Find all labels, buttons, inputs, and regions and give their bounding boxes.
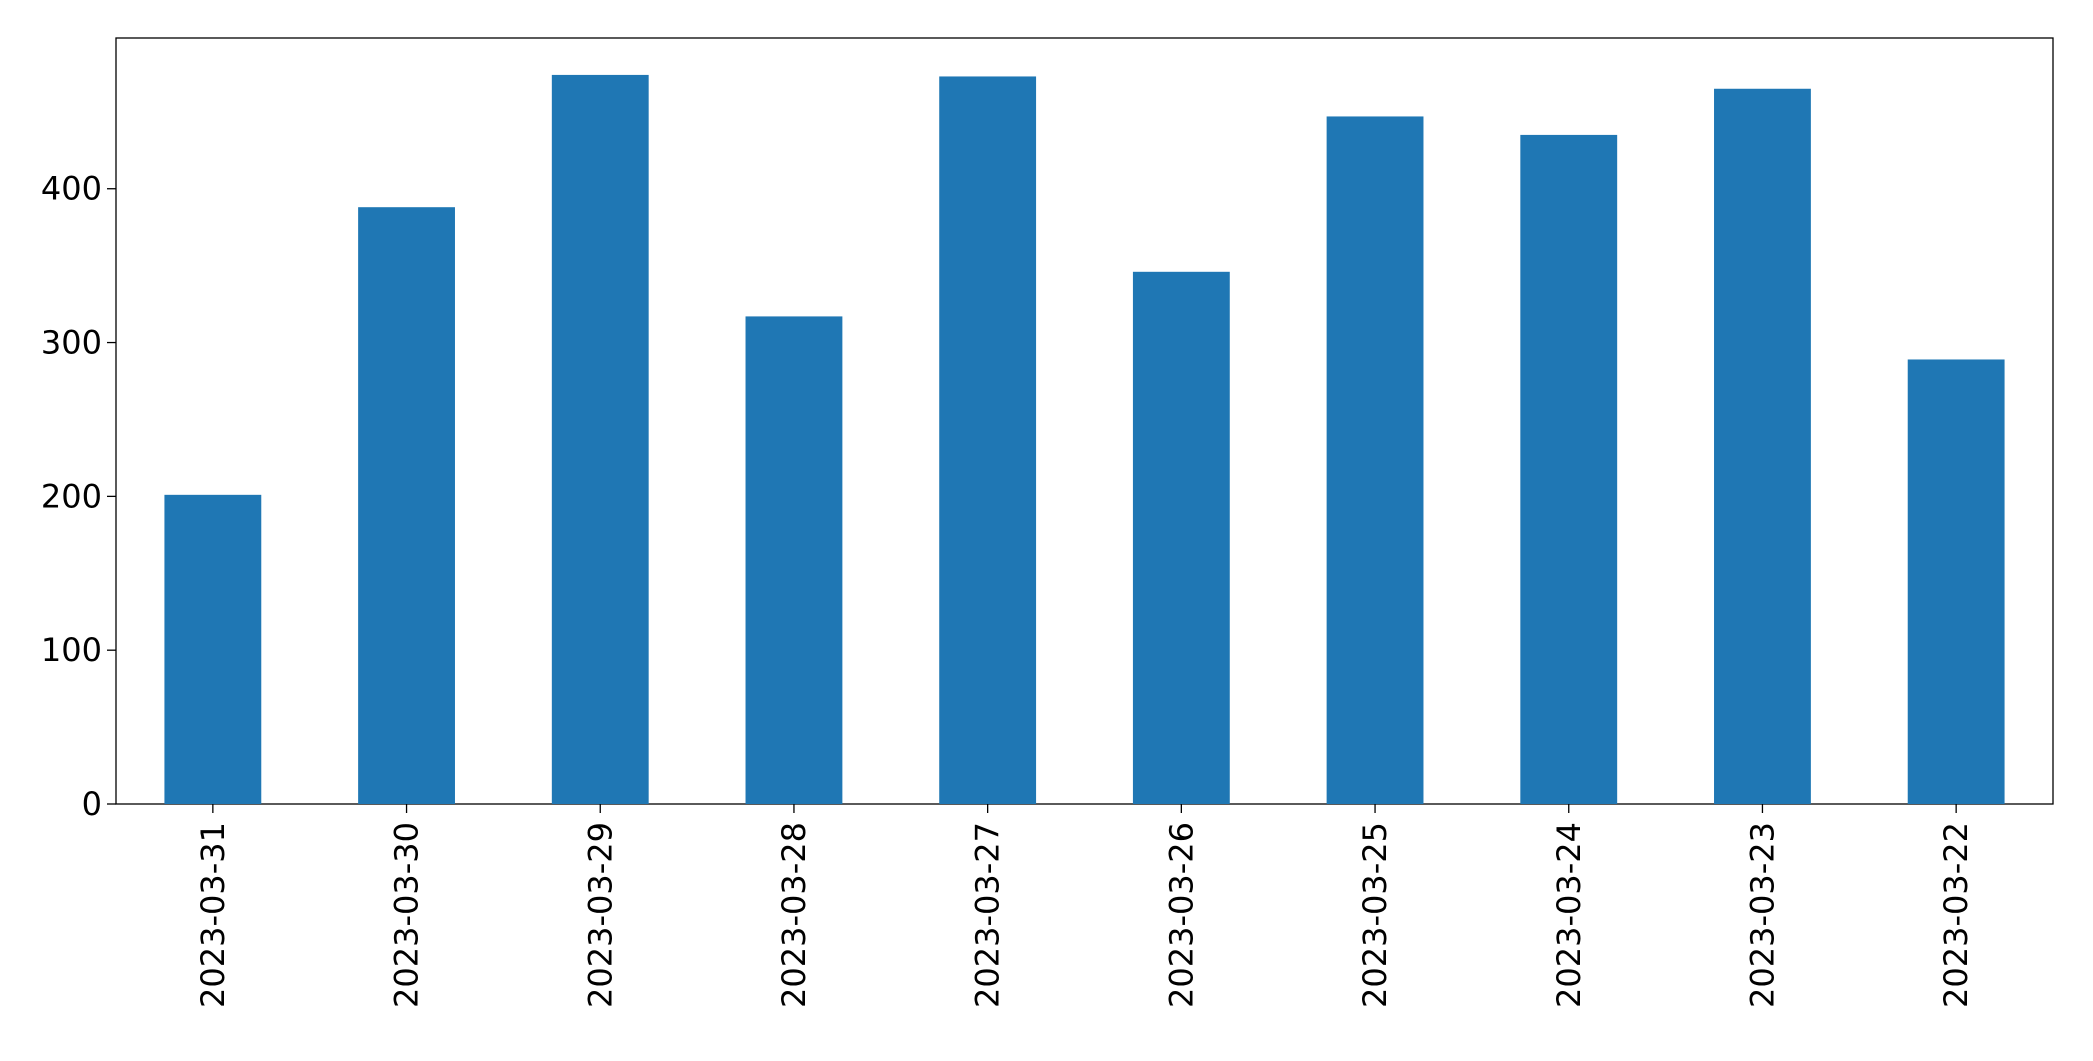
bar [939, 76, 1037, 805]
x-tick-label: 2023-03-30 [388, 822, 426, 1008]
y-tick-label: 100 [41, 631, 102, 669]
x-tick-label: 2023-03-31 [194, 822, 232, 1008]
x-tick-label: 2023-03-22 [1937, 822, 1975, 1008]
y-tick-label: 200 [41, 477, 102, 515]
bar [1520, 134, 1618, 804]
plot-frame [115, 37, 2054, 805]
x-tick-label: 2023-03-25 [1356, 822, 1394, 1008]
bar [1132, 271, 1230, 804]
x-tick-label: 2023-03-23 [1743, 822, 1781, 1008]
bar [745, 316, 843, 804]
bar [358, 207, 455, 805]
x-tick-label: 2023-03-29 [581, 822, 619, 1008]
x-tick-label: 2023-03-28 [775, 822, 813, 1008]
x-tick-label: 2023-03-27 [969, 822, 1007, 1008]
y-tick-label: 0 [82, 785, 102, 823]
x-tick-label: 2023-03-26 [1162, 822, 1200, 1008]
y-tick-label: 300 [41, 324, 102, 362]
bar [1326, 116, 1424, 804]
bar [1907, 359, 2005, 804]
x-tick-label: 2023-03-24 [1550, 822, 1588, 1008]
bar [1714, 88, 1811, 804]
bar [551, 74, 649, 805]
y-tick-label: 400 [41, 170, 102, 208]
bar [164, 494, 262, 804]
